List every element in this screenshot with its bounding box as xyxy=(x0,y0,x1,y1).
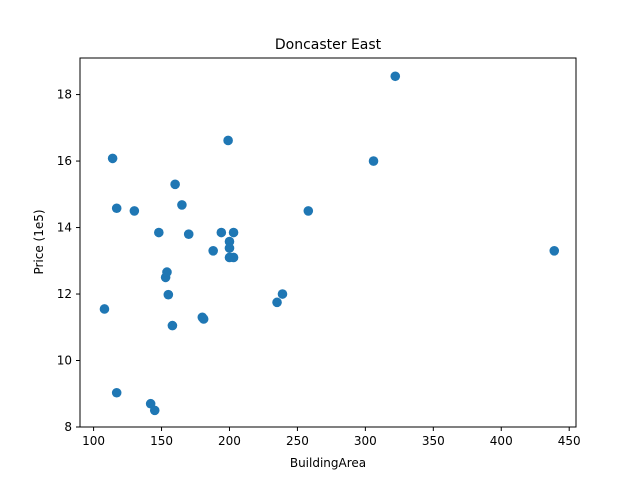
x-axis-label: BuildingArea xyxy=(290,456,366,470)
data-point xyxy=(303,206,314,216)
data-point xyxy=(549,246,560,256)
plot-background xyxy=(80,58,576,427)
x-axis-ticks: 100 150 200 250 300 350 400 450 xyxy=(82,427,581,448)
x-tick-label: 200 xyxy=(218,434,241,448)
y-tick-label: 16 xyxy=(57,154,72,168)
data-point xyxy=(224,243,235,253)
data-point xyxy=(228,252,239,263)
data-point xyxy=(99,304,110,314)
axes-layer xyxy=(79,57,577,428)
data-point xyxy=(149,405,160,416)
data-point xyxy=(107,153,118,164)
x-tick-label: 450 xyxy=(558,434,581,448)
x-tick-label: 150 xyxy=(150,434,173,448)
data-point xyxy=(228,227,239,238)
data-point xyxy=(368,156,379,166)
data-point xyxy=(154,227,164,238)
chart-title: Doncaster East xyxy=(275,37,382,53)
y-axis-label: Price (1e5) xyxy=(32,209,46,274)
points-layer xyxy=(99,71,560,416)
y-tick-label: 10 xyxy=(57,354,72,368)
y-tick-label: 8 xyxy=(64,420,72,434)
data-point xyxy=(170,179,180,190)
data-point xyxy=(224,236,235,247)
data-point xyxy=(177,200,187,210)
x-tick-label: 300 xyxy=(354,434,377,448)
data-point xyxy=(216,227,227,238)
plot-area xyxy=(80,58,576,427)
y-axis-ticks: 8 10 12 14 16 18 xyxy=(57,88,80,434)
data-point xyxy=(129,206,140,216)
data-point xyxy=(208,246,218,256)
data-point xyxy=(163,289,174,300)
y-tick-label: 18 xyxy=(57,88,72,102)
x-tick-label: 350 xyxy=(422,434,445,448)
data-point xyxy=(111,203,122,214)
data-point xyxy=(111,387,122,398)
data-point xyxy=(162,267,172,277)
data-point xyxy=(277,289,288,299)
data-point xyxy=(183,229,194,239)
plot-frame xyxy=(79,57,577,428)
x-tick-label: 400 xyxy=(490,434,513,448)
y-tick-label: 14 xyxy=(57,221,72,235)
x-tick-label: 250 xyxy=(286,434,309,448)
data-point xyxy=(223,135,233,146)
data-point xyxy=(272,297,282,308)
data-point xyxy=(167,320,178,331)
x-tick-label: 100 xyxy=(82,434,105,448)
y-tick-label: 12 xyxy=(57,287,72,301)
data-point xyxy=(198,314,209,324)
data-point xyxy=(390,71,401,82)
